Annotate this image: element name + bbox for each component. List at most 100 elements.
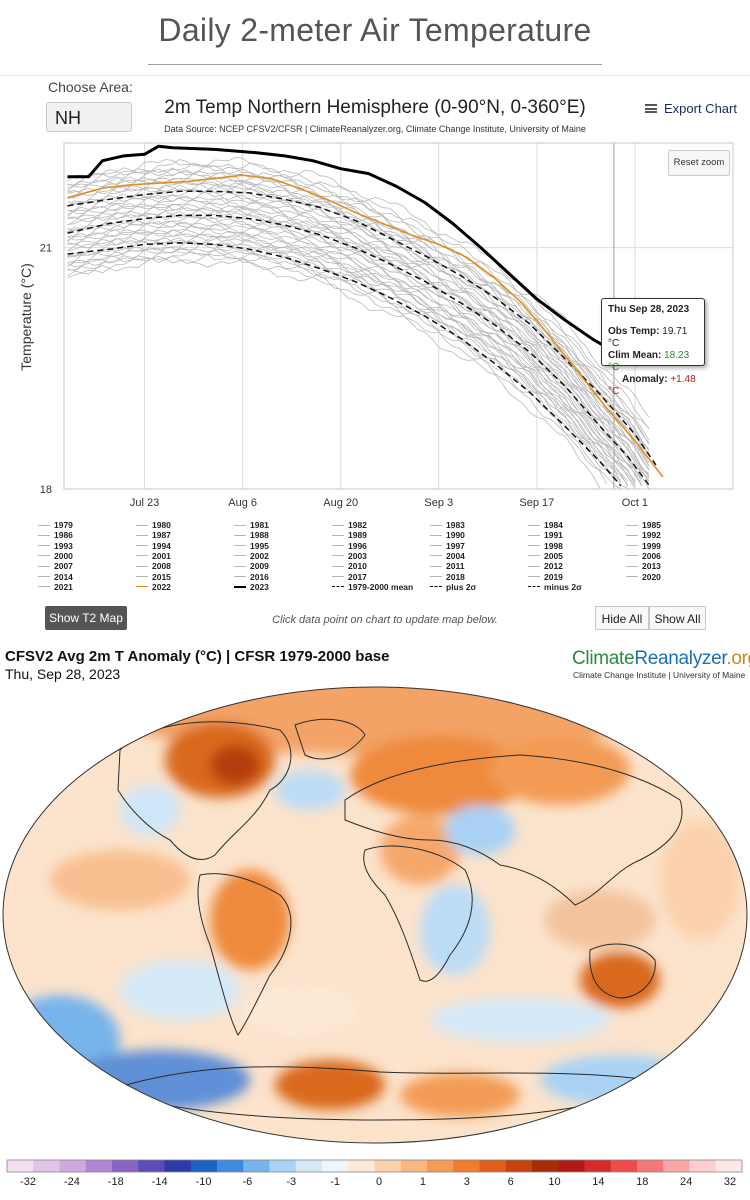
historical-year-lines[interactable] bbox=[67, 156, 650, 490]
historical-year-line[interactable] bbox=[67, 201, 650, 477]
legend-item[interactable]: 1983 bbox=[430, 520, 465, 530]
legend-item[interactable]: 2010 bbox=[332, 561, 367, 571]
legend-item[interactable]: 2023 bbox=[234, 582, 269, 592]
page-divider bbox=[0, 75, 750, 76]
historical-year-line[interactable] bbox=[67, 229, 636, 487]
legend-item[interactable]: 2003 bbox=[332, 551, 367, 561]
legend-item[interactable]: 2001 bbox=[136, 551, 171, 561]
legend-item[interactable]: 2004 bbox=[430, 551, 465, 561]
historical-year-line[interactable] bbox=[67, 163, 650, 430]
legend-item[interactable]: 2012 bbox=[528, 561, 563, 571]
legend-swatch bbox=[38, 555, 50, 557]
historical-year-line[interactable] bbox=[67, 156, 650, 418]
climate-reanalyzer-logo[interactable]: ClimateReanalyzer.org bbox=[572, 648, 750, 670]
historical-year-line[interactable] bbox=[67, 189, 650, 457]
historical-year-line[interactable] bbox=[67, 214, 636, 482]
show-t2-map-button[interactable]: Show T2 Map bbox=[45, 606, 127, 630]
legend-swatch bbox=[136, 545, 148, 547]
historical-year-line[interactable] bbox=[67, 159, 650, 429]
legend-item[interactable]: 2017 bbox=[332, 572, 367, 582]
legend-item[interactable]: 2007 bbox=[38, 561, 73, 571]
legend-item[interactable]: minus 2σ bbox=[528, 582, 582, 592]
historical-year-line[interactable] bbox=[67, 234, 643, 487]
legend-item[interactable]: 2018 bbox=[430, 572, 465, 582]
legend-item[interactable]: 1992 bbox=[626, 530, 661, 540]
show-all-button[interactable]: Show All bbox=[649, 606, 706, 630]
historical-year-line[interactable] bbox=[67, 177, 650, 464]
anomaly-map[interactable] bbox=[0, 680, 750, 1150]
colorbar-cell bbox=[558, 1160, 585, 1172]
legend-item[interactable]: 1986 bbox=[38, 530, 73, 540]
reset-zoom-button[interactable]: Reset zoom bbox=[668, 150, 730, 176]
historical-year-line[interactable] bbox=[67, 240, 615, 480]
legend-item[interactable]: 2014 bbox=[38, 572, 73, 582]
legend-item[interactable]: 2019 bbox=[528, 572, 563, 582]
hide-all-button[interactable]: Hide All bbox=[595, 606, 649, 630]
legend-item[interactable]: 2013 bbox=[626, 561, 661, 571]
legend-item[interactable]: 2000 bbox=[38, 551, 73, 561]
historical-year-line[interactable] bbox=[67, 203, 650, 490]
legend-item[interactable]: 1982 bbox=[332, 520, 367, 530]
historical-year-line[interactable] bbox=[67, 195, 650, 479]
legend-item[interactable]: 1998 bbox=[528, 541, 563, 551]
historical-year-line[interactable] bbox=[67, 178, 650, 449]
legend-item[interactable]: 1993 bbox=[38, 541, 73, 551]
legend-item[interactable]: 1996 bbox=[332, 541, 367, 551]
legend-item[interactable]: 2020 bbox=[626, 572, 661, 582]
historical-year-line[interactable] bbox=[67, 196, 650, 471]
historical-year-line[interactable] bbox=[67, 210, 650, 481]
historical-year-line[interactable] bbox=[67, 220, 643, 482]
legend-item[interactable]: 1979 bbox=[38, 520, 73, 530]
legend-item[interactable]: 1988 bbox=[234, 530, 269, 540]
legend-swatch bbox=[38, 586, 50, 588]
legend-item[interactable]: plus 2σ bbox=[430, 582, 476, 592]
historical-year-line[interactable] bbox=[67, 176, 650, 451]
historical-year-line[interactable] bbox=[67, 255, 601, 489]
legend-item[interactable]: 2005 bbox=[528, 551, 563, 561]
legend-item[interactable]: 1979-2000 mean bbox=[332, 582, 413, 592]
area-select[interactable]: NH bbox=[46, 102, 132, 132]
historical-year-line[interactable] bbox=[67, 182, 650, 467]
historical-year-line[interactable] bbox=[67, 188, 650, 476]
highlighted-series[interactable] bbox=[67, 144, 664, 487]
historical-year-line[interactable] bbox=[67, 169, 650, 453]
legend-item[interactable]: 2008 bbox=[136, 561, 171, 571]
historical-year-line[interactable] bbox=[67, 193, 650, 467]
legend-item[interactable]: 2016 bbox=[234, 572, 269, 582]
series-line-minus-2-[interactable] bbox=[67, 242, 622, 487]
legend-item[interactable]: 2022 bbox=[136, 582, 171, 592]
legend-item[interactable]: 2011 bbox=[430, 561, 464, 571]
legend-item[interactable]: 2021 bbox=[38, 582, 73, 592]
legend-item[interactable]: 1981 bbox=[234, 520, 269, 530]
historical-year-line[interactable] bbox=[67, 227, 636, 484]
legend-item[interactable]: 1994 bbox=[136, 541, 171, 551]
legend-item[interactable]: 2002 bbox=[234, 551, 269, 561]
legend-item[interactable]: 1995 bbox=[234, 541, 269, 551]
export-chart-button[interactable]: Export Chart bbox=[645, 101, 737, 116]
legend-item[interactable]: 1987 bbox=[136, 530, 171, 540]
historical-year-line[interactable] bbox=[67, 162, 650, 451]
series-line-2022[interactable] bbox=[67, 174, 664, 478]
series-line-plus-2-[interactable] bbox=[67, 190, 657, 466]
series-line-1979-2000-mean[interactable] bbox=[67, 214, 650, 486]
legend-item[interactable]: 1980 bbox=[136, 520, 171, 530]
legend-item[interactable]: 1984 bbox=[528, 520, 563, 530]
legend-item[interactable]: 2006 bbox=[626, 551, 661, 561]
temperature-chart[interactable]: Jul 23 Aug 6 Aug 20 Sep 3 Sep 17 Oct 1 18 21 Te… bbox=[0, 140, 750, 515]
legend-item[interactable]: 1989 bbox=[332, 530, 367, 540]
legend-item[interactable]: 2015 bbox=[136, 572, 171, 582]
historical-year-line[interactable] bbox=[67, 221, 629, 482]
legend-item[interactable]: 2009 bbox=[234, 561, 269, 571]
historical-year-line[interactable] bbox=[67, 246, 629, 489]
legend-item[interactable]: 1985 bbox=[626, 520, 661, 530]
historical-year-line[interactable] bbox=[67, 229, 622, 483]
legend-item[interactable]: 1990 bbox=[430, 530, 465, 540]
legend-label: 1986 bbox=[54, 530, 73, 541]
series-line-2023[interactable] bbox=[67, 144, 615, 353]
legend-item[interactable]: 1991 bbox=[528, 530, 563, 540]
historical-year-line[interactable] bbox=[67, 247, 608, 485]
legend-item[interactable]: 1997 bbox=[430, 541, 465, 551]
legend-item[interactable]: 1999 bbox=[626, 541, 661, 551]
historical-year-line[interactable] bbox=[67, 203, 650, 474]
historical-year-line[interactable] bbox=[67, 216, 650, 483]
